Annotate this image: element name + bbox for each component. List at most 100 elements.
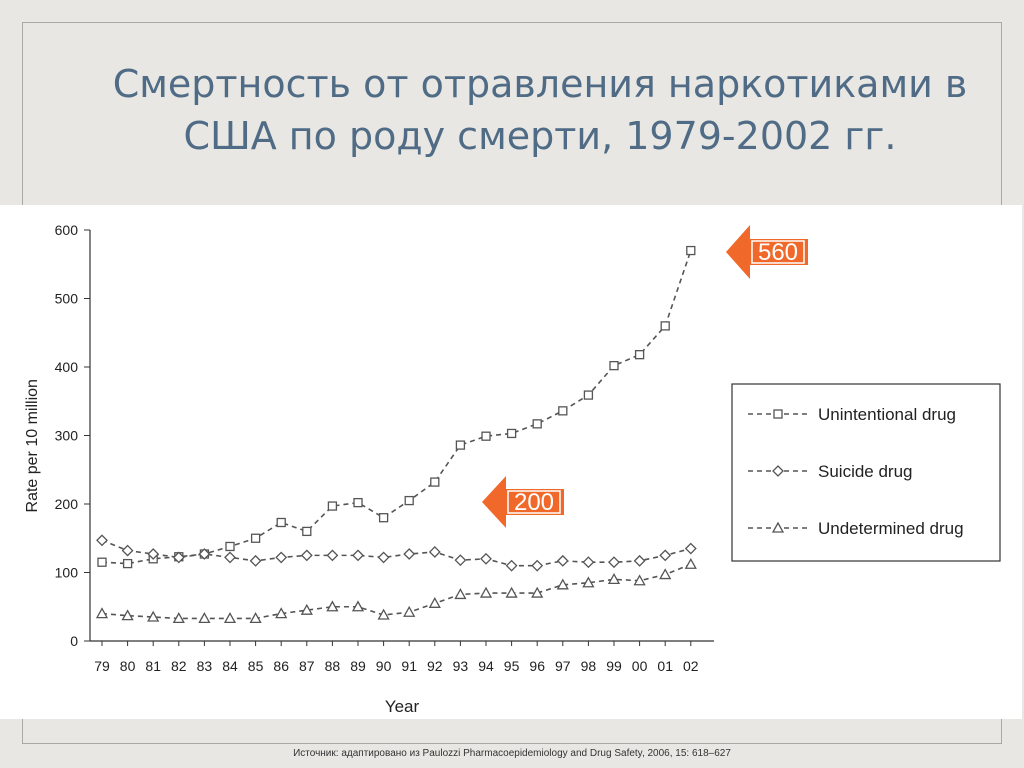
data-point-series-2	[249, 554, 262, 567]
data-point-series-2	[556, 554, 569, 567]
legend-label: Suicide drug	[818, 462, 913, 481]
series-line-2	[101, 539, 692, 567]
x-tick-label: 81	[145, 658, 161, 674]
x-tick-label: 97	[555, 658, 571, 674]
data-point-series-1	[250, 533, 261, 543]
callout-label: 560	[758, 239, 798, 266]
x-tick-label: 01	[657, 658, 673, 674]
data-point-series-2	[224, 551, 236, 564]
data-point-series-1	[378, 513, 389, 523]
x-tick-label: 88	[325, 658, 341, 674]
data-point-series-2	[684, 542, 697, 555]
data-point-series-3	[275, 607, 288, 619]
data-point-series-1	[686, 245, 696, 256]
x-tick-label: 79	[94, 658, 110, 674]
x-tick-label: 94	[478, 658, 494, 674]
data-point-series-1	[302, 526, 312, 537]
x-tick-label: 83	[197, 658, 213, 674]
data-point-series-2	[608, 556, 620, 569]
data-point-series-3	[326, 600, 339, 612]
series-line-3	[101, 563, 692, 620]
data-point-series-3	[505, 586, 518, 598]
data-point-series-1	[97, 557, 107, 567]
data-point-series-2	[300, 549, 313, 562]
data-point-series-1	[634, 350, 645, 360]
data-point-series-2	[121, 544, 134, 557]
x-tick-label: 86	[273, 658, 289, 674]
data-point-series-1	[455, 440, 466, 450]
data-point-series-3	[479, 586, 493, 598]
data-point-series-1	[327, 501, 338, 511]
data-point-series-3	[607, 573, 621, 585]
data-point-series-3	[531, 586, 544, 598]
data-point-series-2	[172, 551, 185, 564]
data-point-series-2	[505, 559, 518, 572]
legend-marker	[771, 521, 785, 533]
callout-arrow-shape	[482, 476, 564, 528]
x-tick-label: 93	[453, 658, 469, 674]
x-tick-label: 99	[606, 658, 622, 674]
callout-arrow-shape	[726, 225, 808, 279]
data-point-series-1	[532, 419, 542, 429]
x-tick-label: 98	[581, 658, 597, 674]
data-point-series-2	[96, 534, 108, 547]
x-tick-label: 85	[248, 658, 264, 674]
legend-marker	[773, 409, 783, 419]
data-point-series-2	[352, 549, 364, 562]
data-point-series-3	[147, 610, 160, 622]
data-point-series-3	[454, 588, 467, 600]
y-tick-label: 0	[70, 633, 78, 649]
data-point-series-3	[95, 607, 109, 619]
callout-label-box	[751, 240, 805, 264]
data-point-series-2	[659, 549, 672, 562]
x-tick-label: 87	[299, 658, 315, 674]
data-point-series-1	[558, 406, 568, 416]
x-tick-label: 00	[632, 658, 648, 674]
data-point-series-3	[684, 557, 697, 569]
data-point-series-1	[609, 360, 619, 371]
data-point-series-1	[225, 541, 235, 552]
data-point-series-1	[506, 428, 517, 439]
data-point-series-1	[430, 477, 440, 487]
data-point-series-2	[326, 549, 339, 562]
legend-marker	[772, 465, 784, 477]
series-line-1	[101, 250, 692, 565]
data-point-series-1	[481, 431, 491, 441]
data-point-series-3	[556, 578, 569, 590]
data-point-series-2	[633, 554, 646, 567]
legend-label: Undetermined drug	[818, 519, 964, 538]
data-point-series-3	[582, 576, 595, 588]
data-point-series-2	[531, 559, 544, 572]
callout-560: 560	[726, 225, 808, 279]
data-point-series-1	[583, 390, 594, 400]
data-point-series-3	[172, 612, 185, 624]
data-point-series-2	[403, 548, 416, 560]
x-tick-label: 80	[120, 658, 136, 674]
data-point-series-3	[300, 603, 313, 615]
x-tick-label: 90	[376, 658, 392, 674]
data-point-series-2	[428, 546, 441, 558]
callout-label-box	[507, 490, 561, 514]
data-point-series-3	[351, 600, 365, 612]
data-point-series-3	[403, 605, 416, 617]
data-point-series-1	[122, 558, 133, 569]
x-tick-label: 84	[222, 658, 238, 674]
data-point-series-1	[276, 517, 286, 528]
title-line-1: Смертность от отравления наркотиками в	[112, 62, 968, 106]
data-point-series-1	[404, 495, 414, 506]
data-point-series-1	[353, 497, 363, 508]
data-point-series-3	[223, 612, 237, 624]
x-tick-label: 95	[504, 658, 520, 674]
x-tick-label: 96	[529, 658, 545, 674]
x-tick-label: 82	[171, 658, 187, 674]
y-axis-title: Rate per 10 million	[24, 379, 41, 512]
slide-title: Смертность от отравления наркотиками в С…	[60, 58, 1020, 162]
data-point-series-3	[633, 574, 646, 586]
source-note: Источник: адаптировано из Paulozzi Pharm…	[293, 748, 731, 759]
title-line-2: США по роду смерти, 1979-2002 гг.	[183, 114, 897, 158]
data-point-series-2	[275, 551, 288, 564]
y-tick-label: 300	[55, 428, 79, 444]
y-tick-label: 600	[55, 222, 79, 238]
y-tick-label: 400	[55, 359, 79, 375]
